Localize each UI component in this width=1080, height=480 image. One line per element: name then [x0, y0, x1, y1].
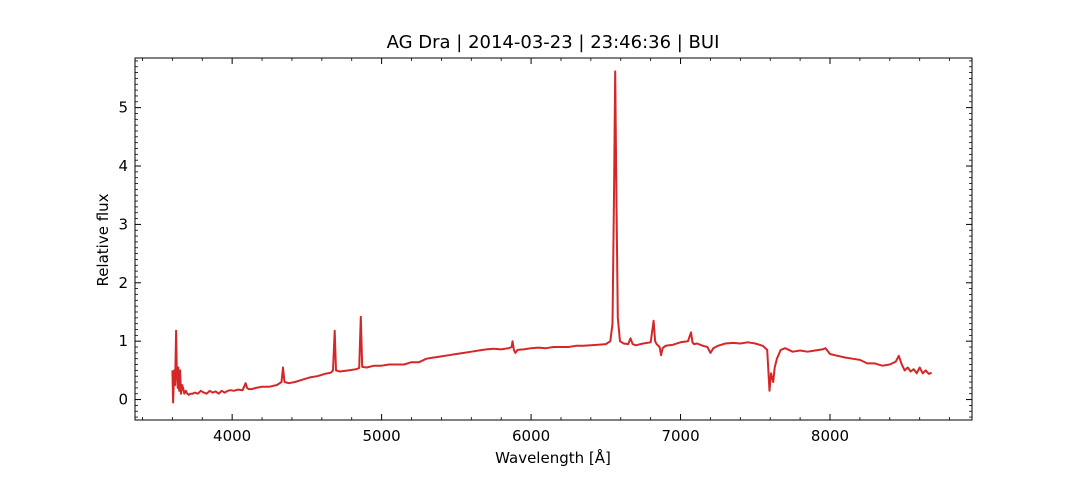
- y-tick-label: 5: [118, 99, 128, 117]
- y-tick-label: 1: [118, 332, 128, 350]
- y-axis-title: Relative flux: [94, 193, 112, 286]
- x-tick-label: 4000: [213, 427, 251, 445]
- spectrum-line: [171, 70, 932, 404]
- x-tick-label: 8000: [811, 427, 849, 445]
- chart-title: AG Dra | 2014-03-23 | 23:46:36 | BUI: [387, 32, 720, 53]
- y-tick-label: 4: [118, 157, 128, 175]
- x-tick-label: 6000: [512, 427, 550, 445]
- y-tick-label: 3: [118, 215, 128, 233]
- axes-frame: [134, 57, 973, 421]
- x-tick-label: 5000: [363, 427, 401, 445]
- x-axis-title: Wavelength [Å]: [495, 448, 611, 467]
- y-tick-label: 2: [118, 274, 128, 292]
- x-tick-label: 7000: [661, 427, 699, 445]
- plot-area: 4000 5000 6000 7000 8000 0 1 2 3 4 5: [118, 57, 973, 445]
- y-tick-label: 0: [118, 391, 128, 409]
